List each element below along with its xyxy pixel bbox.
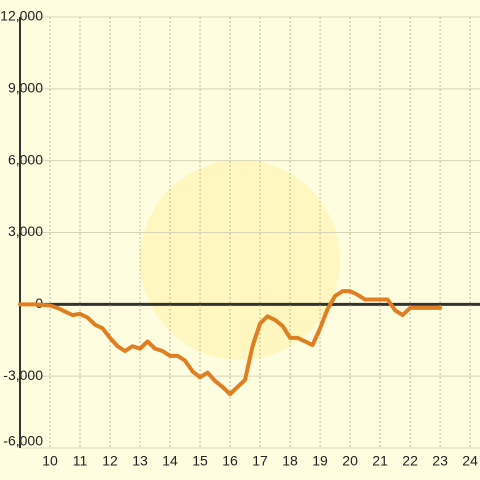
y-tick-label: -6,000 [3,433,43,449]
line [18,289,443,397]
x-tick-label: 23 [432,453,448,469]
x-tick-label: 16 [222,453,238,469]
x-tick-label: 12 [102,453,118,469]
x-tick-label: 20 [342,453,358,469]
y-tick-label: 9,000 [8,80,43,96]
x-tick-label: 17 [252,453,268,469]
x-tick-label: 22 [402,453,418,469]
x-tick-label: 21 [372,453,388,469]
x-tick-label: 11 [73,453,88,469]
y-tick-label: 3,000 [8,223,43,239]
x-tick-label: 15 [192,453,208,469]
y-tick-label: 12,000 [0,8,43,24]
x-tick-label: 18 [282,453,298,469]
x-tick-label: 24 [462,453,478,469]
y-tick-label: 6,000 [8,151,43,167]
x-tick-label: 10 [42,453,58,469]
x-tick-label: 14 [162,453,178,469]
x-tick-label: 13 [132,453,148,469]
x-tick-label: 19 [312,453,328,469]
y-tick-label: -3,000 [3,367,43,383]
